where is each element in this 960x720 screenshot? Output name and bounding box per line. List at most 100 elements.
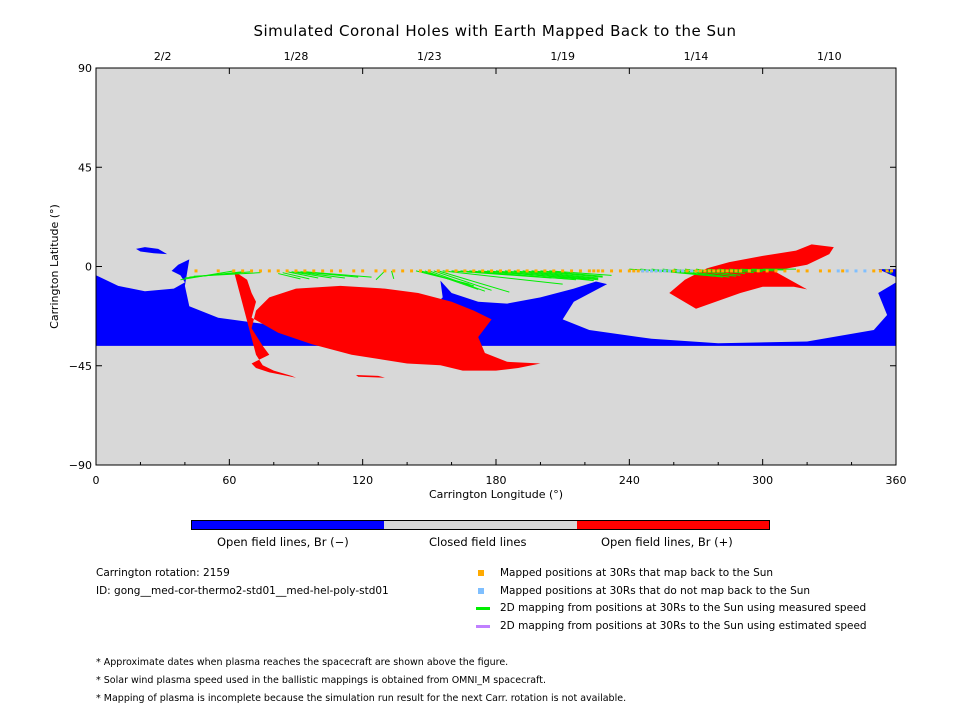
mapped-point-34 [525,269,529,273]
chart-title: Simulated Coronal Holes with Earth Mappe… [253,22,737,40]
mapped-point-18 [383,269,387,273]
y-tick-label-4: 90 [78,62,92,75]
mapped-point-78 [796,269,800,273]
mapped-point-33 [516,269,520,273]
mapped-point-31 [498,269,502,273]
mapped-point-14 [338,269,342,273]
mapped-point-37 [552,269,556,273]
mapped-point-25 [445,269,449,273]
note-dates: * Approximate dates when plasma reaches … [96,657,509,668]
x-tick-label-2: 120 [352,474,373,487]
date-tick-label-2: 1/23 [417,50,442,63]
mapped-point-6 [267,269,271,273]
unmapped-point-8 [681,269,685,273]
date-tick-label-3: 1/19 [550,50,575,63]
open-positive-region-1 [356,375,385,378]
open-negative-region-0 [96,259,896,346]
mapped-point-10 [303,269,307,273]
mapped-point-45 [610,269,614,273]
mapped-point-20 [401,269,405,273]
mapped-point-11 [312,269,316,273]
unmapped-point-6 [667,269,671,273]
mapped-point-82 [841,269,845,273]
mapped-point-35 [534,269,538,273]
mapped-point-12 [321,269,325,273]
y-tick-label-1: −45 [69,360,92,373]
mapped-point-28 [472,269,476,273]
mapped-point-0 [194,269,198,273]
note-speed: * Solar wind plasma speed used in the ba… [96,675,546,686]
mapped-point-16 [361,269,365,273]
mapped-point-48 [632,269,636,273]
y-tick-label-2: 0 [85,261,92,274]
legend-measured-label: 2D mapping from positions at 30Rs to the… [500,602,867,614]
colorbar-label-positive: Open field lines, Br (+) [601,535,733,549]
legend-estimated-label: 2D mapping from positions at 30Rs to the… [500,620,867,632]
x-tick-label-1: 60 [222,474,236,487]
mapped-point-70 [730,269,734,273]
mapped-point-79 [805,269,809,273]
date-tick-label-1: 1/28 [284,50,309,63]
mapped-point-66 [712,269,716,273]
mapped-point-62 [694,269,698,273]
colorbar-negative [192,521,385,529]
mapped-point-36 [543,269,547,273]
mapped-point-8 [285,269,289,273]
mapping-line-6 [287,271,319,279]
x-tick-label-5: 300 [752,474,773,487]
mapped-point-47 [627,269,631,273]
mapping-line-17 [433,270,492,291]
x-tick-label-4: 240 [619,474,640,487]
mapping-line-15 [424,270,479,290]
mapped-point-74 [756,269,760,273]
mapped-point-83 [872,269,876,273]
mapping-line-16 [429,270,486,292]
mapped-point-38 [561,269,565,273]
mapped-point-13 [330,269,334,273]
unmapped-point-3 [654,269,658,273]
legend-estimated-swatch [476,625,490,628]
mapped-point-22 [418,269,422,273]
mapped-point-42 [592,269,596,273]
y-axis-label: Carrington Latitude (°) [48,204,61,329]
run-id: ID: gong__med-cor-thermo2-std01__med-hel… [96,585,389,597]
mapping-line-25 [495,270,594,282]
mapping-line-18 [438,270,510,293]
mapped-point-81 [827,269,831,273]
mapped-point-49 [636,269,640,273]
mapped-point-80 [818,269,822,273]
colorbar-label-closed: Closed field lines [429,535,527,549]
open-negative-region-2 [136,247,168,255]
legend-measured-swatch [476,607,490,610]
unmapped-point-11 [845,269,849,273]
mapped-point-23 [427,269,431,273]
mapped-point-71 [734,269,738,273]
mapped-point-30 [490,269,494,273]
mapped-point-64 [703,269,707,273]
mapped-point-5 [258,269,262,273]
mapping-line-3 [193,272,261,277]
mapped-point-75 [765,269,769,273]
colorbar [191,520,770,530]
mapping-line-10 [304,271,372,278]
unmapped-point-7 [676,269,680,273]
unmapped-point-10 [836,269,840,273]
mapped-point-44 [601,269,605,273]
x-tick-label-3: 180 [486,474,507,487]
mapped-point-67 [716,269,720,273]
mapping-line-30 [540,270,603,277]
unmapped-point-9 [690,269,694,273]
legend-mapped-swatch [478,570,484,576]
date-tick-label-4: 1/14 [684,50,709,63]
mapped-point-65 [707,269,711,273]
mapped-point-19 [392,269,396,273]
unmapped-point-4 [658,269,662,273]
unmapped-point-13 [863,269,867,273]
mapped-point-15 [352,269,356,273]
mapped-point-7 [276,269,280,273]
mapping-line-22 [469,270,577,281]
date-tick-label-0: 2/2 [154,50,172,63]
unmapped-point-2 [650,269,654,273]
mapping-line-4 [278,273,301,280]
